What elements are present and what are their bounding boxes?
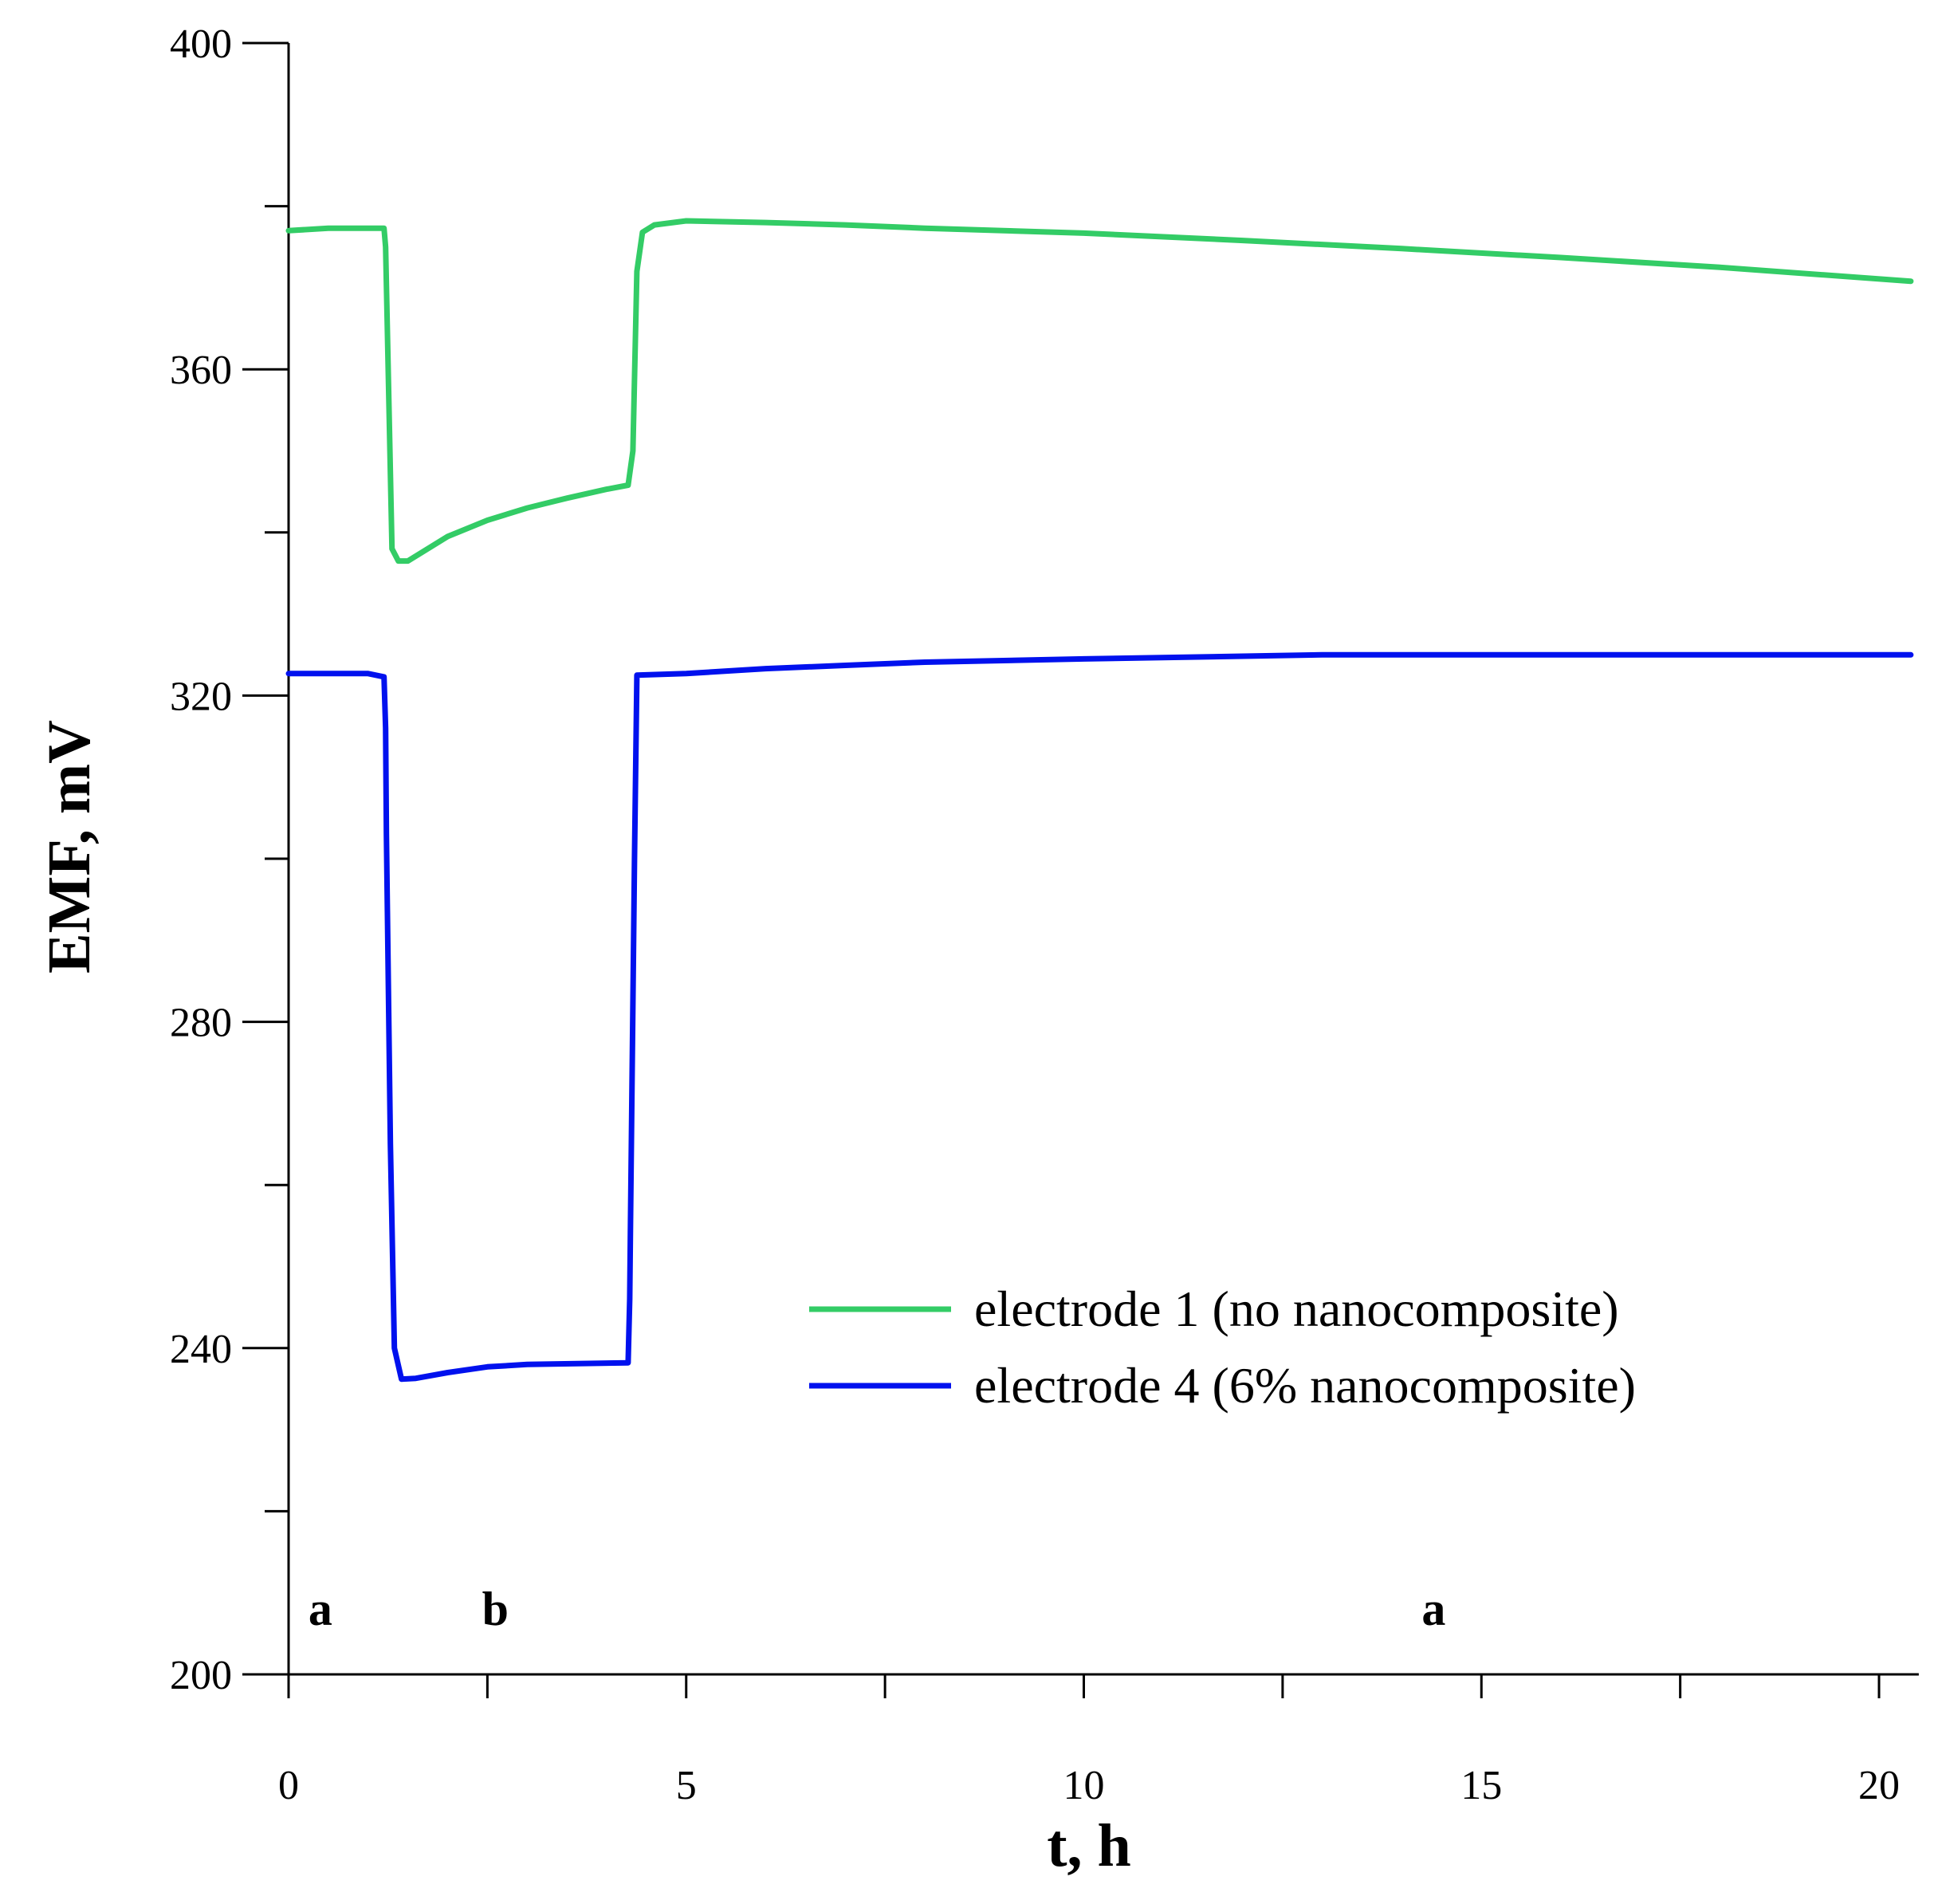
y-tick-label: 320 [170, 674, 232, 719]
y-tick-label: 240 [170, 1327, 232, 1372]
y-tick-label: 400 [170, 22, 232, 67]
series-line-1 [285, 218, 1914, 565]
x-axis-title: t, h [1047, 1812, 1131, 1879]
y-tick-label: 280 [170, 1001, 232, 1046]
series-layer [285, 218, 1914, 1383]
series-line-2 [285, 651, 1914, 1383]
region-label: a [309, 1583, 332, 1635]
region-label: a [1421, 1583, 1445, 1635]
x-tick-label: 20 [1858, 1763, 1900, 1808]
y-tick-label: 200 [170, 1653, 232, 1698]
y-axis-title: EMF, mV [36, 720, 103, 974]
x-tick-label: 10 [1063, 1763, 1105, 1808]
legend-label: electrode 1 (no nanocomposite) [974, 1280, 1619, 1337]
legend: electrode 1 (no nanocomposite) electrode … [809, 1280, 1636, 1414]
legend-label: electrode 4 (6% nanocomposite) [974, 1357, 1636, 1414]
y-tick-label: 360 [170, 348, 232, 393]
x-tick-label: 15 [1460, 1763, 1502, 1808]
axes: 200 240 280 320 360 400 0 5 10 15 20 [170, 22, 1919, 1808]
region-label: b [482, 1583, 509, 1635]
x-tick-label: 5 [676, 1763, 697, 1808]
x-tick-label: 0 [278, 1763, 299, 1808]
